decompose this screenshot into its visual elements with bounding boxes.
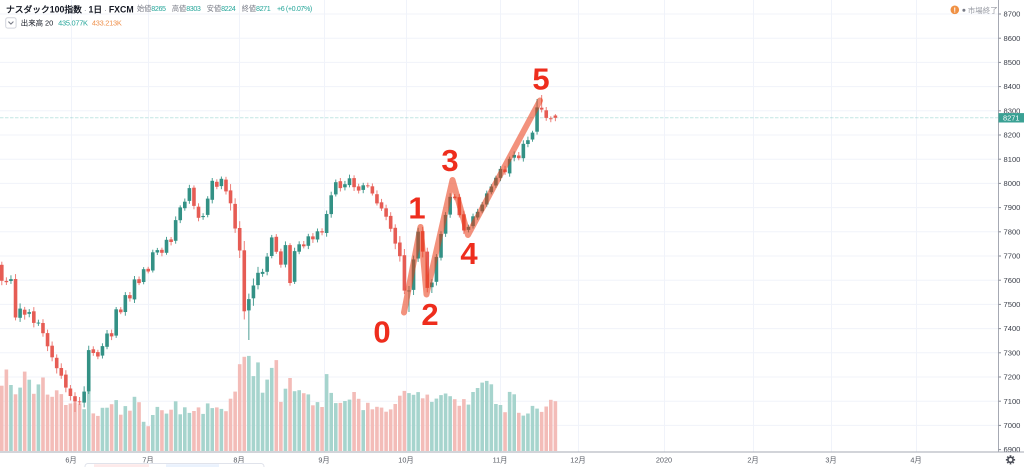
svg-text:8271: 8271 xyxy=(256,5,271,13)
svg-text:+6 (+0.07%): +6 (+0.07%) xyxy=(277,5,312,13)
svg-text:5: 5 xyxy=(532,62,549,97)
svg-text:8400: 8400 xyxy=(1004,82,1021,91)
svg-text:0: 0 xyxy=(373,315,390,350)
svg-text:7600: 7600 xyxy=(1004,276,1021,285)
svg-text:1: 1 xyxy=(408,191,425,226)
svg-text:7500: 7500 xyxy=(1004,300,1021,309)
svg-text:10月: 10月 xyxy=(398,456,413,465)
svg-text:出来高 20: 出来高 20 xyxy=(21,18,53,27)
svg-text:4月: 4月 xyxy=(910,456,921,465)
svg-text:8271: 8271 xyxy=(1003,114,1019,123)
svg-text:3月: 3月 xyxy=(825,456,836,465)
svg-text:ナスダック100指数 · 1日 · FXCM: ナスダック100指数 · 1日 · FXCM xyxy=(6,3,134,14)
svg-text:7900: 7900 xyxy=(1004,203,1021,212)
svg-text:終値: 終値 xyxy=(242,4,256,13)
svg-text:!: ! xyxy=(954,6,957,15)
svg-text:433.213K: 433.213K xyxy=(92,18,122,27)
svg-text:7800: 7800 xyxy=(1004,227,1021,236)
svg-text:9月: 9月 xyxy=(318,456,329,465)
svg-text:市場終了: 市場終了 xyxy=(968,5,998,15)
svg-text:8265: 8265 xyxy=(151,5,166,13)
svg-text:11月: 11月 xyxy=(493,456,508,465)
svg-text:2月: 2月 xyxy=(747,456,758,465)
svg-text:435.077K: 435.077K xyxy=(58,18,88,27)
svg-text:4: 4 xyxy=(460,236,478,271)
svg-text:8700: 8700 xyxy=(1004,10,1021,19)
svg-text:7100: 7100 xyxy=(1004,397,1021,406)
svg-text:2: 2 xyxy=(421,297,438,332)
svg-text:2020: 2020 xyxy=(656,456,672,465)
svg-text:7400: 7400 xyxy=(1004,324,1021,333)
svg-text:8100: 8100 xyxy=(1004,155,1021,164)
svg-text:高値: 高値 xyxy=(172,4,186,13)
svg-text:安値: 安値 xyxy=(207,4,221,13)
svg-text:7300: 7300 xyxy=(1004,348,1021,357)
svg-text:7700: 7700 xyxy=(1004,252,1021,261)
svg-text:8303: 8303 xyxy=(186,5,201,13)
svg-text:8000: 8000 xyxy=(1004,179,1021,188)
svg-text:8224: 8224 xyxy=(221,5,236,13)
svg-text:始値: 始値 xyxy=(137,4,151,13)
svg-text:7200: 7200 xyxy=(1004,373,1021,382)
svg-text:12月: 12月 xyxy=(570,456,585,465)
svg-text:3: 3 xyxy=(441,143,458,178)
svg-text:8500: 8500 xyxy=(1004,58,1021,67)
svg-text:8200: 8200 xyxy=(1004,131,1021,140)
svg-text:8600: 8600 xyxy=(1004,34,1021,43)
svg-text:6月: 6月 xyxy=(65,456,76,465)
svg-text:7000: 7000 xyxy=(1004,421,1021,430)
